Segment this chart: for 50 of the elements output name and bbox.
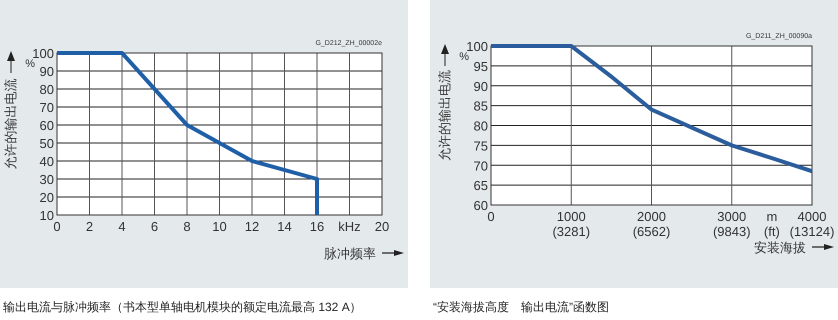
- x-tick-label: 10: [212, 219, 227, 234]
- y-tick-label: 20: [40, 190, 54, 205]
- y-tick-label: 90: [474, 78, 488, 94]
- x-axis-title: 脉冲频率: [324, 246, 376, 261]
- text: (13124): [790, 224, 834, 239]
- text: m: [766, 209, 778, 224]
- y-tick-label: 70: [40, 100, 54, 115]
- y-tick-label: 60: [40, 118, 54, 133]
- x-tick-label: 8: [183, 219, 191, 234]
- x-tick-label: 2000: [637, 209, 666, 224]
- x-tick-label: 4000: [798, 209, 826, 224]
- text: (6562): [632, 224, 670, 239]
- y-tick-label: 40: [40, 154, 54, 169]
- y-axis-title: 允许的输出电流: [3, 78, 18, 170]
- x-tick-label: 1000: [556, 209, 586, 224]
- x-axis-title: 安装海拔: [754, 240, 806, 255]
- text: 输出电流与脉冲频率（书本型单轴电机模块的额定电流最高 132 A）: [3, 300, 362, 314]
- y-tick-label: 80: [474, 118, 488, 134]
- y-tick-label: 80: [40, 82, 54, 97]
- x-tick-label: 2: [86, 219, 94, 234]
- y-tick-label: 95: [474, 58, 488, 74]
- text: “安装海拔高度 输出电流”函数图: [433, 300, 609, 314]
- y-tick-label: 30: [40, 172, 54, 187]
- text: %: [25, 58, 36, 70]
- y-tick-label: 60: [474, 198, 488, 213]
- x-tick-label: 0: [487, 209, 495, 224]
- text: %: [459, 51, 470, 63]
- x-tick-label: 3000: [717, 209, 746, 224]
- y-axis-title: 允许的输出电流: [437, 70, 452, 161]
- text: (ft): [764, 224, 780, 239]
- x-tick-label: 12: [244, 219, 260, 234]
- text: (9843): [712, 224, 751, 239]
- x-tick-label: 0: [53, 219, 61, 234]
- y-tick-label: 70: [474, 158, 488, 174]
- text: (3281): [552, 224, 590, 239]
- y-tick-label: 85: [474, 98, 488, 114]
- y-tick-label: 75: [474, 138, 488, 154]
- x-tick-label: 6: [150, 219, 158, 234]
- x-tick-label: 16: [310, 219, 324, 234]
- y-tick-label: 100: [466, 39, 488, 54]
- line-series: [489, 44, 814, 174]
- line-series: [55, 51, 319, 217]
- x-tick-label: 20: [374, 219, 390, 234]
- y-tick-label: 90: [40, 64, 54, 79]
- y-tick-label: 50: [40, 136, 54, 151]
- y-tick-label: 100: [32, 46, 54, 61]
- y-tick-label: 65: [474, 178, 488, 194]
- x-tick-label: 4: [118, 219, 126, 234]
- text: kHz: [338, 219, 361, 234]
- x-tick-label: 14: [277, 219, 292, 234]
